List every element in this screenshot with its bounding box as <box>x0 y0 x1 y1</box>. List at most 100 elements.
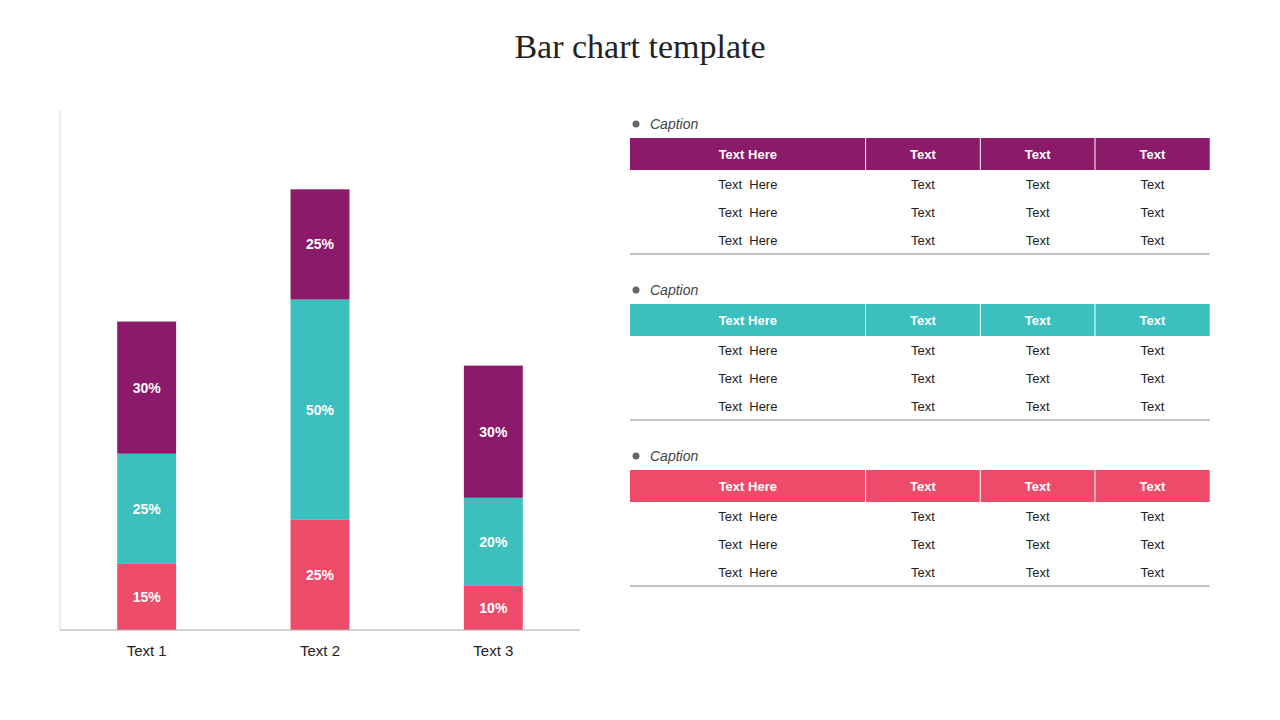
bar-segment <box>291 189 350 299</box>
table: Caption Text Here Text Text Text Text Here Tex… <box>630 448 1210 586</box>
table-cell: Text <box>1140 509 1164 524</box>
table-header-text: Text Here <box>719 479 777 494</box>
data-label: 50% <box>306 402 335 418</box>
table-cell: Text <box>1026 399 1050 414</box>
data-label: 20% <box>479 534 508 550</box>
header-divider <box>980 138 981 170</box>
bar-segment <box>464 366 523 498</box>
bar-segment <box>117 322 176 454</box>
data-label: 25% <box>306 236 335 252</box>
data-label: 10% <box>479 600 508 616</box>
table-header-text: Text <box>1139 147 1165 162</box>
data-label: 25% <box>306 567 335 583</box>
table-header-text: Text <box>1139 479 1165 494</box>
y-axis-line <box>60 110 61 630</box>
table-cell: Text <box>1026 537 1050 552</box>
header-divider <box>865 470 866 502</box>
header-divider <box>1095 304 1096 336</box>
table-cell: Text Here <box>718 371 777 386</box>
table-separator <box>630 253 1210 254</box>
table-header-text: Text <box>1025 479 1051 494</box>
table-header-text: Text Here <box>719 147 777 162</box>
table-cell: Text Here <box>718 177 777 192</box>
table-cell: Text <box>1140 205 1164 220</box>
data-label: 30% <box>479 424 508 440</box>
bar-segment <box>291 299 350 519</box>
x-axis-line <box>60 629 580 630</box>
header-divider <box>980 304 981 336</box>
table-cell: Text Here <box>718 343 777 358</box>
table-cell: Text <box>911 205 935 220</box>
table-cell: Text <box>1140 233 1164 248</box>
table-cell: Text <box>1026 343 1050 358</box>
table-header <box>630 138 1210 170</box>
bar-segment <box>117 564 176 630</box>
table-cell: Text <box>1026 233 1050 248</box>
bars <box>117 189 523 630</box>
table-cell: Text <box>1140 177 1164 192</box>
table-caption: Caption <box>650 116 698 132</box>
table-cell: Text Here <box>718 565 777 580</box>
table-cell: Text <box>1140 399 1164 414</box>
table-cell: Text <box>911 233 935 248</box>
table-header-text: Text <box>1139 313 1165 328</box>
table-header-text: Text <box>1025 147 1051 162</box>
data-label: 25% <box>133 501 162 517</box>
table-header-text: Text <box>910 147 936 162</box>
table-header-text: Text <box>910 313 936 328</box>
caption-bullet <box>633 287 640 294</box>
data-label: 30% <box>133 380 162 396</box>
table-cell: Text Here <box>718 399 777 414</box>
table-cell: Text <box>911 565 935 580</box>
bar-segment <box>117 454 176 564</box>
bar-segment <box>291 520 350 630</box>
table-caption: Caption <box>650 282 698 298</box>
table-cell: Text <box>1026 205 1050 220</box>
table-cell: Text Here <box>718 205 777 220</box>
x-tick-label: Text 3 <box>473 642 513 659</box>
header-divider <box>1095 138 1096 170</box>
table-header-text: Text <box>1025 313 1051 328</box>
table-cell: Text <box>1140 343 1164 358</box>
table: Caption Text Here Text Text Text Text Here Tex… <box>630 282 1210 420</box>
table-cell: Text <box>911 509 935 524</box>
table-cell: Text <box>1140 371 1164 386</box>
header-divider <box>980 470 981 502</box>
table-cell: Text <box>911 371 935 386</box>
header-divider <box>865 138 866 170</box>
table-separator <box>630 585 1210 586</box>
table-cell: Text <box>1026 509 1050 524</box>
table-cell: Text <box>1140 565 1164 580</box>
table-cell: Text Here <box>718 537 777 552</box>
table-header <box>630 470 1210 502</box>
caption-bullet <box>633 453 640 460</box>
background <box>0 0 1280 720</box>
table-cell: Text <box>911 537 935 552</box>
table-cell: Text <box>1026 177 1050 192</box>
table-caption: Caption <box>650 448 698 464</box>
x-tick-label: Text 2 <box>300 642 340 659</box>
table-cell: Text <box>1140 537 1164 552</box>
table-cell: Text <box>911 399 935 414</box>
table-header-text: Text <box>910 479 936 494</box>
table-cell: Text <box>1026 565 1050 580</box>
table: Caption Text Here Text Text Text Text Here Tex… <box>630 116 1210 254</box>
table-header-text: Text Here <box>719 313 777 328</box>
bar-segment <box>464 586 523 630</box>
header-divider <box>865 304 866 336</box>
header-divider <box>1095 470 1096 502</box>
table-cell: Text <box>1026 371 1050 386</box>
title: Bar chart template <box>514 28 765 65</box>
caption-bullet <box>633 121 640 128</box>
chart-root: Bar chart template 15% 25% 10% 25% 50% 20% 30% 2… <box>0 0 1280 720</box>
table-cell: Text <box>911 177 935 192</box>
x-tick-label: Text 1 <box>127 642 167 659</box>
table-header <box>630 304 1210 336</box>
data-labels: 15% 25% 10% 25% 50% 20% 30% 25% 30% <box>133 236 508 616</box>
data-label: 15% <box>133 589 162 605</box>
table-cell: Text Here <box>718 509 777 524</box>
table-separator <box>630 419 1210 420</box>
bar-segment <box>464 498 523 586</box>
table-cell: Text Here <box>718 233 777 248</box>
table-cell: Text <box>911 343 935 358</box>
